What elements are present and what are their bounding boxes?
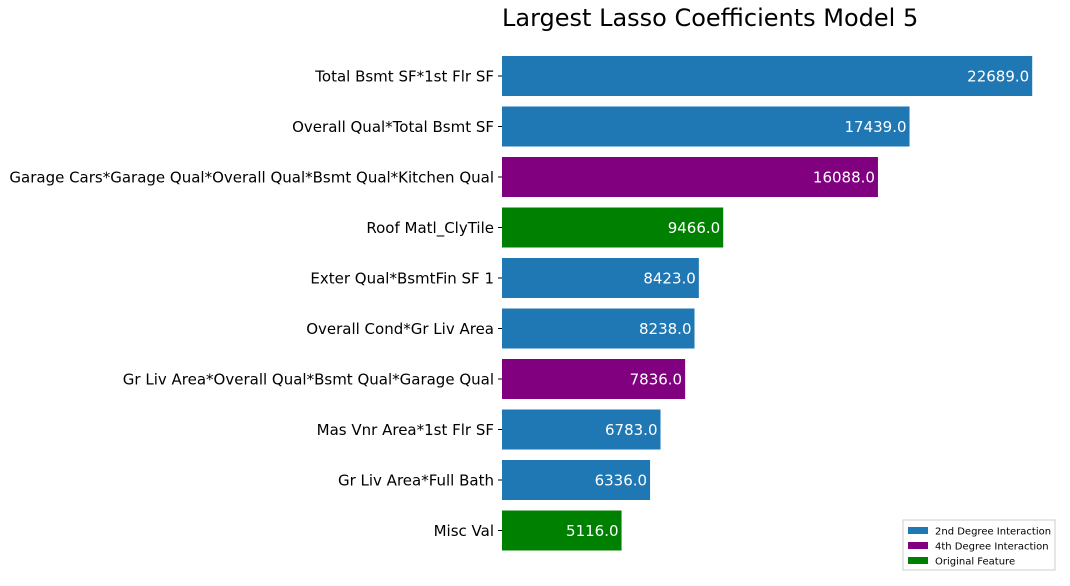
bar [502,359,686,399]
chart-title: Largest Lasso Coefficients Model 5 [502,4,918,32]
bars-layer: Total Bsmt SF*1st Flr SF 22689.0 Overall Q… [9,56,1033,551]
bar-value-label: 22689.0 [967,68,1029,86]
bar [502,106,910,147]
legend-swatch [908,542,928,549]
bar-value-label: 9466.0 [668,219,721,237]
y-tick-label: Total Bsmt SF*1st Flr SF [314,68,494,86]
bar [502,308,695,349]
chart-legend: 2nd Degree Interaction 4th Degree Intera… [902,519,1056,571]
bar-value-label: 6336.0 [595,472,648,490]
y-tick-label: Overall Qual*Total Bsmt SF [292,118,494,136]
bar-value-label: 5116.0 [566,522,619,540]
bar [502,510,622,551]
bar-value-label: 8238.0 [639,320,692,338]
y-tick-label: Roof Matl_ClyTile [366,219,494,238]
y-tick-label: Misc Val [434,522,494,540]
bar-value-label: 8423.0 [643,270,696,288]
bar [502,56,1033,96]
legend-swatch [908,527,928,534]
bar [502,207,724,248]
bar-value-label: 16088.0 [813,169,875,187]
legend-label: 2nd Degree Interaction [935,527,1051,538]
y-tick-label: Overall Cond*Gr Liv Area [306,320,494,338]
bar [502,157,878,197]
bar-value-label: 17439.0 [844,118,906,136]
y-tick-label: Garage Cars*Garage Qual*Overall Qual*Bsm… [9,169,494,187]
bar-value-label: 7836.0 [630,371,683,389]
y-tick-label: Gr Liv Area*Full Bath [338,472,494,490]
y-tick-label: Mas Vnr Area*1st Flr SF [317,421,494,439]
legend-swatch [908,557,928,564]
bar [502,409,661,450]
legend-label: 4th Degree Interaction [935,542,1049,553]
bar-value-label: 6783.0 [605,421,658,439]
bar [502,460,651,500]
y-tick-label: Gr Liv Area*Overall Qual*Bsmt Qual*Garag… [123,371,494,389]
legend-label: Original Feature [935,557,1015,568]
y-tick-label: Exter Qual*BsmtFin SF 1 [310,270,494,288]
legend-frame [902,519,1056,571]
bar [502,258,699,298]
